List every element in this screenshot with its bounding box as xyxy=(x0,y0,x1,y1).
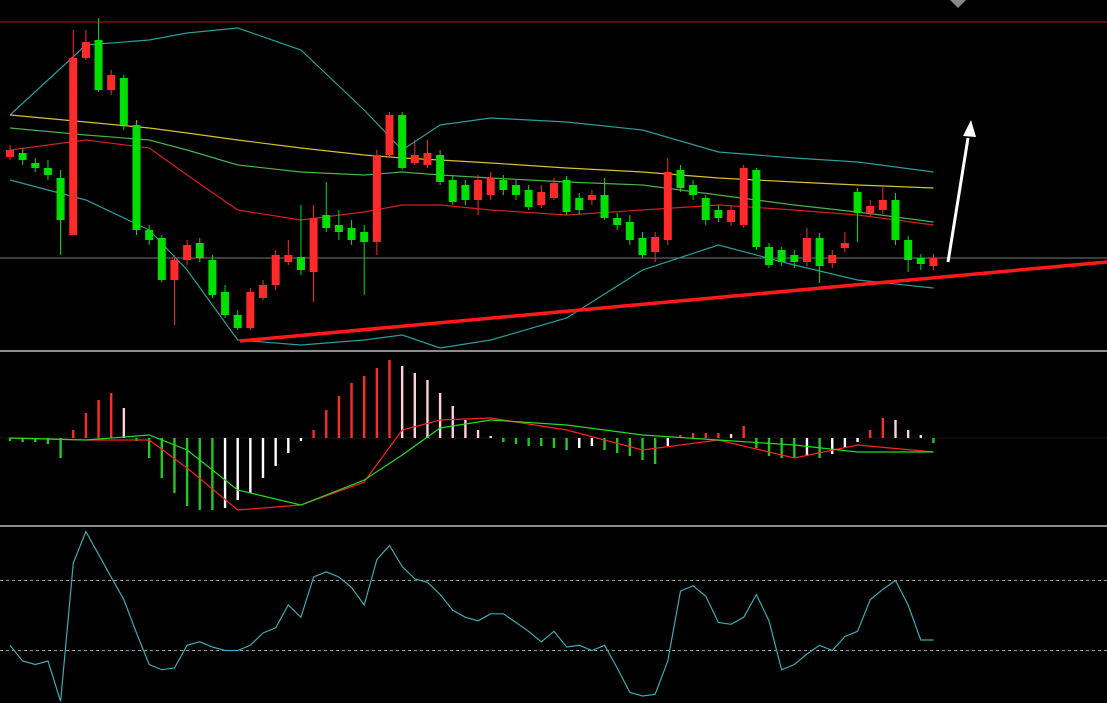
indicator-line xyxy=(9,419,934,506)
candle-body xyxy=(701,198,710,220)
candle-body xyxy=(436,155,445,182)
candle-body xyxy=(309,218,318,272)
candle-body xyxy=(195,243,204,258)
candle-body xyxy=(765,247,773,265)
candle-body xyxy=(107,75,116,90)
candle-body xyxy=(18,153,27,160)
candle-body xyxy=(398,115,407,168)
plot-layer xyxy=(0,18,1107,702)
candle-body xyxy=(132,125,141,230)
candle-body xyxy=(777,250,786,262)
candle-body xyxy=(916,258,925,264)
candle-body xyxy=(360,232,369,242)
candle-body xyxy=(208,260,217,295)
candle-body xyxy=(284,255,293,262)
candle-body xyxy=(537,192,546,205)
candle-body xyxy=(486,178,495,195)
arrow-shaft xyxy=(946,137,970,263)
candle-body xyxy=(31,163,40,168)
candle-body xyxy=(461,185,470,200)
candle-body xyxy=(904,240,913,260)
candle-body xyxy=(549,183,558,198)
candle-body xyxy=(929,258,938,266)
candle-body xyxy=(752,170,761,247)
candle-body xyxy=(815,238,824,266)
candle-body xyxy=(271,255,280,285)
candle-body xyxy=(727,210,736,222)
candle-body xyxy=(183,245,192,260)
candle-body xyxy=(246,292,255,328)
candle-body xyxy=(474,180,483,200)
candle-body xyxy=(6,150,14,157)
candle-body xyxy=(119,78,128,125)
candle-body xyxy=(840,243,849,248)
candle-body xyxy=(385,115,394,155)
candle-body xyxy=(802,238,811,262)
candle-body xyxy=(296,257,305,270)
candle-body xyxy=(322,215,331,228)
candle-body xyxy=(828,255,837,263)
candle-body xyxy=(410,155,419,163)
candle-body xyxy=(600,195,609,218)
indicator-line xyxy=(9,179,934,349)
arrow-head xyxy=(963,120,976,137)
candle-body xyxy=(714,210,723,218)
candle-body xyxy=(853,192,862,213)
candle-body xyxy=(739,168,748,225)
candle-body xyxy=(157,238,166,280)
candle-body xyxy=(69,58,78,235)
indicator-line xyxy=(9,417,934,511)
candle-body xyxy=(625,222,634,240)
candle-body xyxy=(676,170,685,188)
marker xyxy=(950,0,966,8)
candle-body xyxy=(233,315,242,328)
candle-body xyxy=(448,180,457,202)
candle-body xyxy=(663,172,672,240)
candle-body xyxy=(145,230,154,240)
rsi-line xyxy=(9,530,934,702)
candle-body xyxy=(651,237,660,252)
candle-body xyxy=(866,206,875,213)
candle-body xyxy=(587,195,596,200)
candle-body xyxy=(689,185,698,195)
candle-body xyxy=(512,185,520,195)
candle-body xyxy=(372,155,381,242)
candle-body xyxy=(259,285,267,298)
candle-body xyxy=(56,178,65,220)
candle-body xyxy=(170,260,179,280)
candle-body xyxy=(81,42,90,58)
candle-body xyxy=(638,238,647,255)
candle-body xyxy=(347,228,356,240)
candle-body xyxy=(891,200,900,240)
trend-line xyxy=(239,260,1107,343)
candle-body xyxy=(878,200,887,210)
candle-body xyxy=(575,198,584,210)
candle-body xyxy=(423,153,432,165)
candle-body xyxy=(499,180,508,190)
candle-body xyxy=(43,168,52,175)
candle-body xyxy=(790,255,799,262)
candle-body xyxy=(524,190,533,207)
candle-body xyxy=(562,180,571,212)
candle-body xyxy=(334,225,343,232)
candle-body xyxy=(613,218,622,225)
candle-body xyxy=(221,292,230,315)
candle-body xyxy=(94,40,103,90)
indicator-line xyxy=(9,27,934,173)
